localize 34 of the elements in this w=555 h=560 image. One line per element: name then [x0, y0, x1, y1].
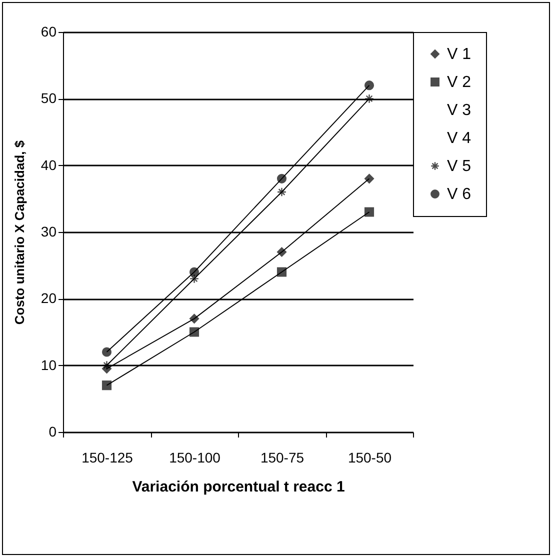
- point: [364, 207, 374, 217]
- x-tick-label: 150-50: [348, 450, 392, 466]
- legend-label: V 6: [447, 186, 472, 203]
- x-axis-title: Variación porcentual t reacc 1: [132, 478, 345, 496]
- y-tick-label: 20: [40, 290, 57, 306]
- y-tick-label: 40: [40, 156, 57, 173]
- point: [276, 267, 287, 277]
- point: [364, 174, 374, 184]
- x-tick-label: 150-75: [260, 450, 304, 466]
- text: V 3: [447, 102, 472, 119]
- point: [189, 267, 200, 277]
- legend-label: V 2: [447, 74, 472, 91]
- point: [364, 94, 374, 104]
- point: [364, 80, 374, 90]
- y-tick-label: 50: [40, 90, 57, 106]
- point: [276, 174, 287, 184]
- legend-label: V 1: [447, 46, 472, 63]
- point: [189, 274, 200, 284]
- point: [189, 314, 200, 324]
- text: V 4: [447, 130, 472, 147]
- point: [189, 327, 200, 337]
- y-tick-label: 0: [48, 424, 57, 440]
- point: [102, 380, 112, 390]
- legend-label: V 5: [447, 158, 472, 175]
- y-axis-title: Costo unitario X Capacidad, $: [12, 140, 27, 325]
- point: [276, 187, 287, 197]
- x-tick-label: 150-125: [82, 450, 134, 466]
- y-tick-label: 60: [40, 24, 57, 40]
- y-tick-label: 30: [40, 224, 57, 240]
- point: [102, 360, 112, 370]
- point: [276, 247, 287, 257]
- point: [102, 347, 112, 357]
- y-tick-label: 10: [40, 356, 57, 373]
- x-tick-label: 150-100: [169, 450, 221, 466]
